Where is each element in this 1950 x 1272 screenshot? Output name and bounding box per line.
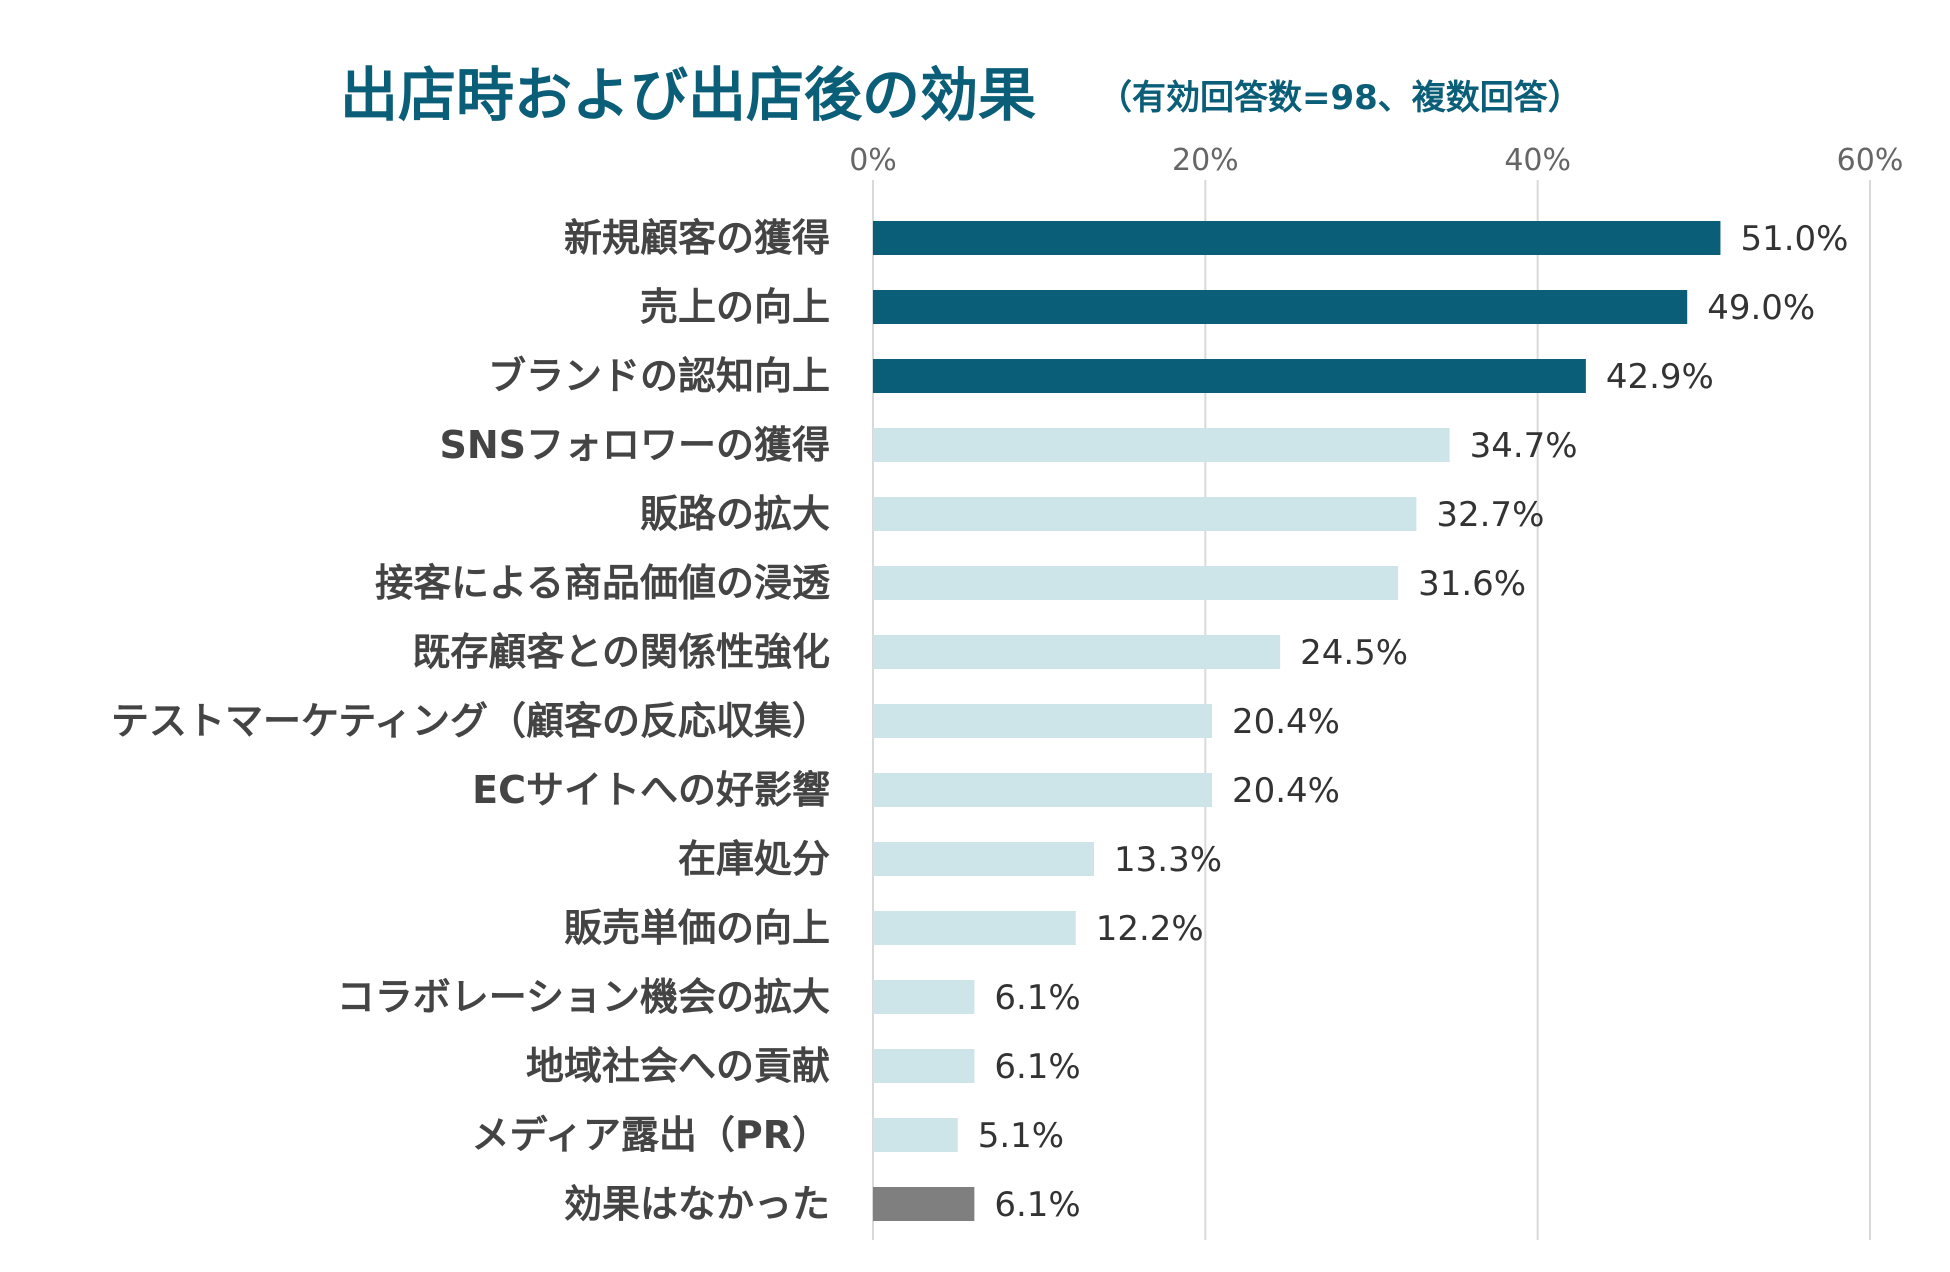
data-label: 20.4% (1232, 771, 1340, 811)
category-label: 地域社会への貢献 (526, 1044, 830, 1088)
bar (873, 773, 1212, 807)
data-label: 6.1% (994, 1047, 1080, 1087)
category-label: コラボレーション機会の拡大 (337, 975, 830, 1019)
data-label: 34.7% (1470, 426, 1578, 466)
bar (873, 635, 1281, 669)
bar (873, 1187, 975, 1221)
category-label: SNSフォロワーの獲得 (439, 423, 830, 467)
data-label: 51.0% (1740, 219, 1848, 259)
bar (873, 980, 975, 1014)
x-tick-label: 40% (1504, 143, 1571, 178)
category-label: 在庫処分 (678, 837, 830, 881)
category-label: 効果はなかった (564, 1182, 830, 1226)
data-label: 42.9% (1606, 357, 1714, 397)
bar (873, 221, 1721, 255)
bar (873, 566, 1399, 600)
bar (873, 359, 1586, 393)
bar (873, 290, 1688, 324)
bar (873, 911, 1076, 945)
x-tick-label: 60% (1837, 143, 1904, 178)
bar (873, 1118, 958, 1152)
data-label: 13.3% (1114, 840, 1222, 880)
category-label: 新規顧客の獲得 (564, 216, 830, 260)
category-label: 売上の向上 (640, 285, 830, 329)
category-label: 販売単価の向上 (564, 906, 830, 950)
category-label: ブランドの認知向上 (488, 354, 830, 398)
data-label: 6.1% (994, 1185, 1080, 1225)
data-label: 31.6% (1418, 564, 1526, 604)
data-label: 49.0% (1707, 288, 1815, 328)
data-label: 32.7% (1436, 495, 1544, 535)
bar (873, 497, 1417, 531)
data-label: 5.1% (978, 1116, 1064, 1156)
data-label: 24.5% (1300, 633, 1408, 673)
x-tick-label: 20% (1172, 143, 1239, 178)
data-label: 12.2% (1096, 909, 1204, 949)
chart-title: 出店時および出店後の効果 (340, 61, 1037, 129)
category-label: 接客による商品価値の浸透 (375, 561, 831, 605)
bar (873, 842, 1095, 876)
chart-subtitle: （有効回答数=98、複数回答） (1098, 78, 1582, 118)
data-label: 20.4% (1232, 702, 1340, 742)
bar (873, 704, 1212, 738)
bar (873, 1049, 975, 1083)
category-label: 既存顧客との関係性強化 (412, 630, 830, 674)
category-label: メディア露出（PR） (472, 1113, 830, 1157)
category-label: 販路の拡大 (640, 492, 830, 536)
data-label: 6.1% (994, 978, 1080, 1018)
category-label: ECサイトへの好影響 (472, 768, 830, 812)
bar (873, 428, 1450, 462)
category-label: テストマーケティング（顧客の反応収集） (111, 699, 830, 743)
x-tick-label: 0% (849, 143, 897, 178)
